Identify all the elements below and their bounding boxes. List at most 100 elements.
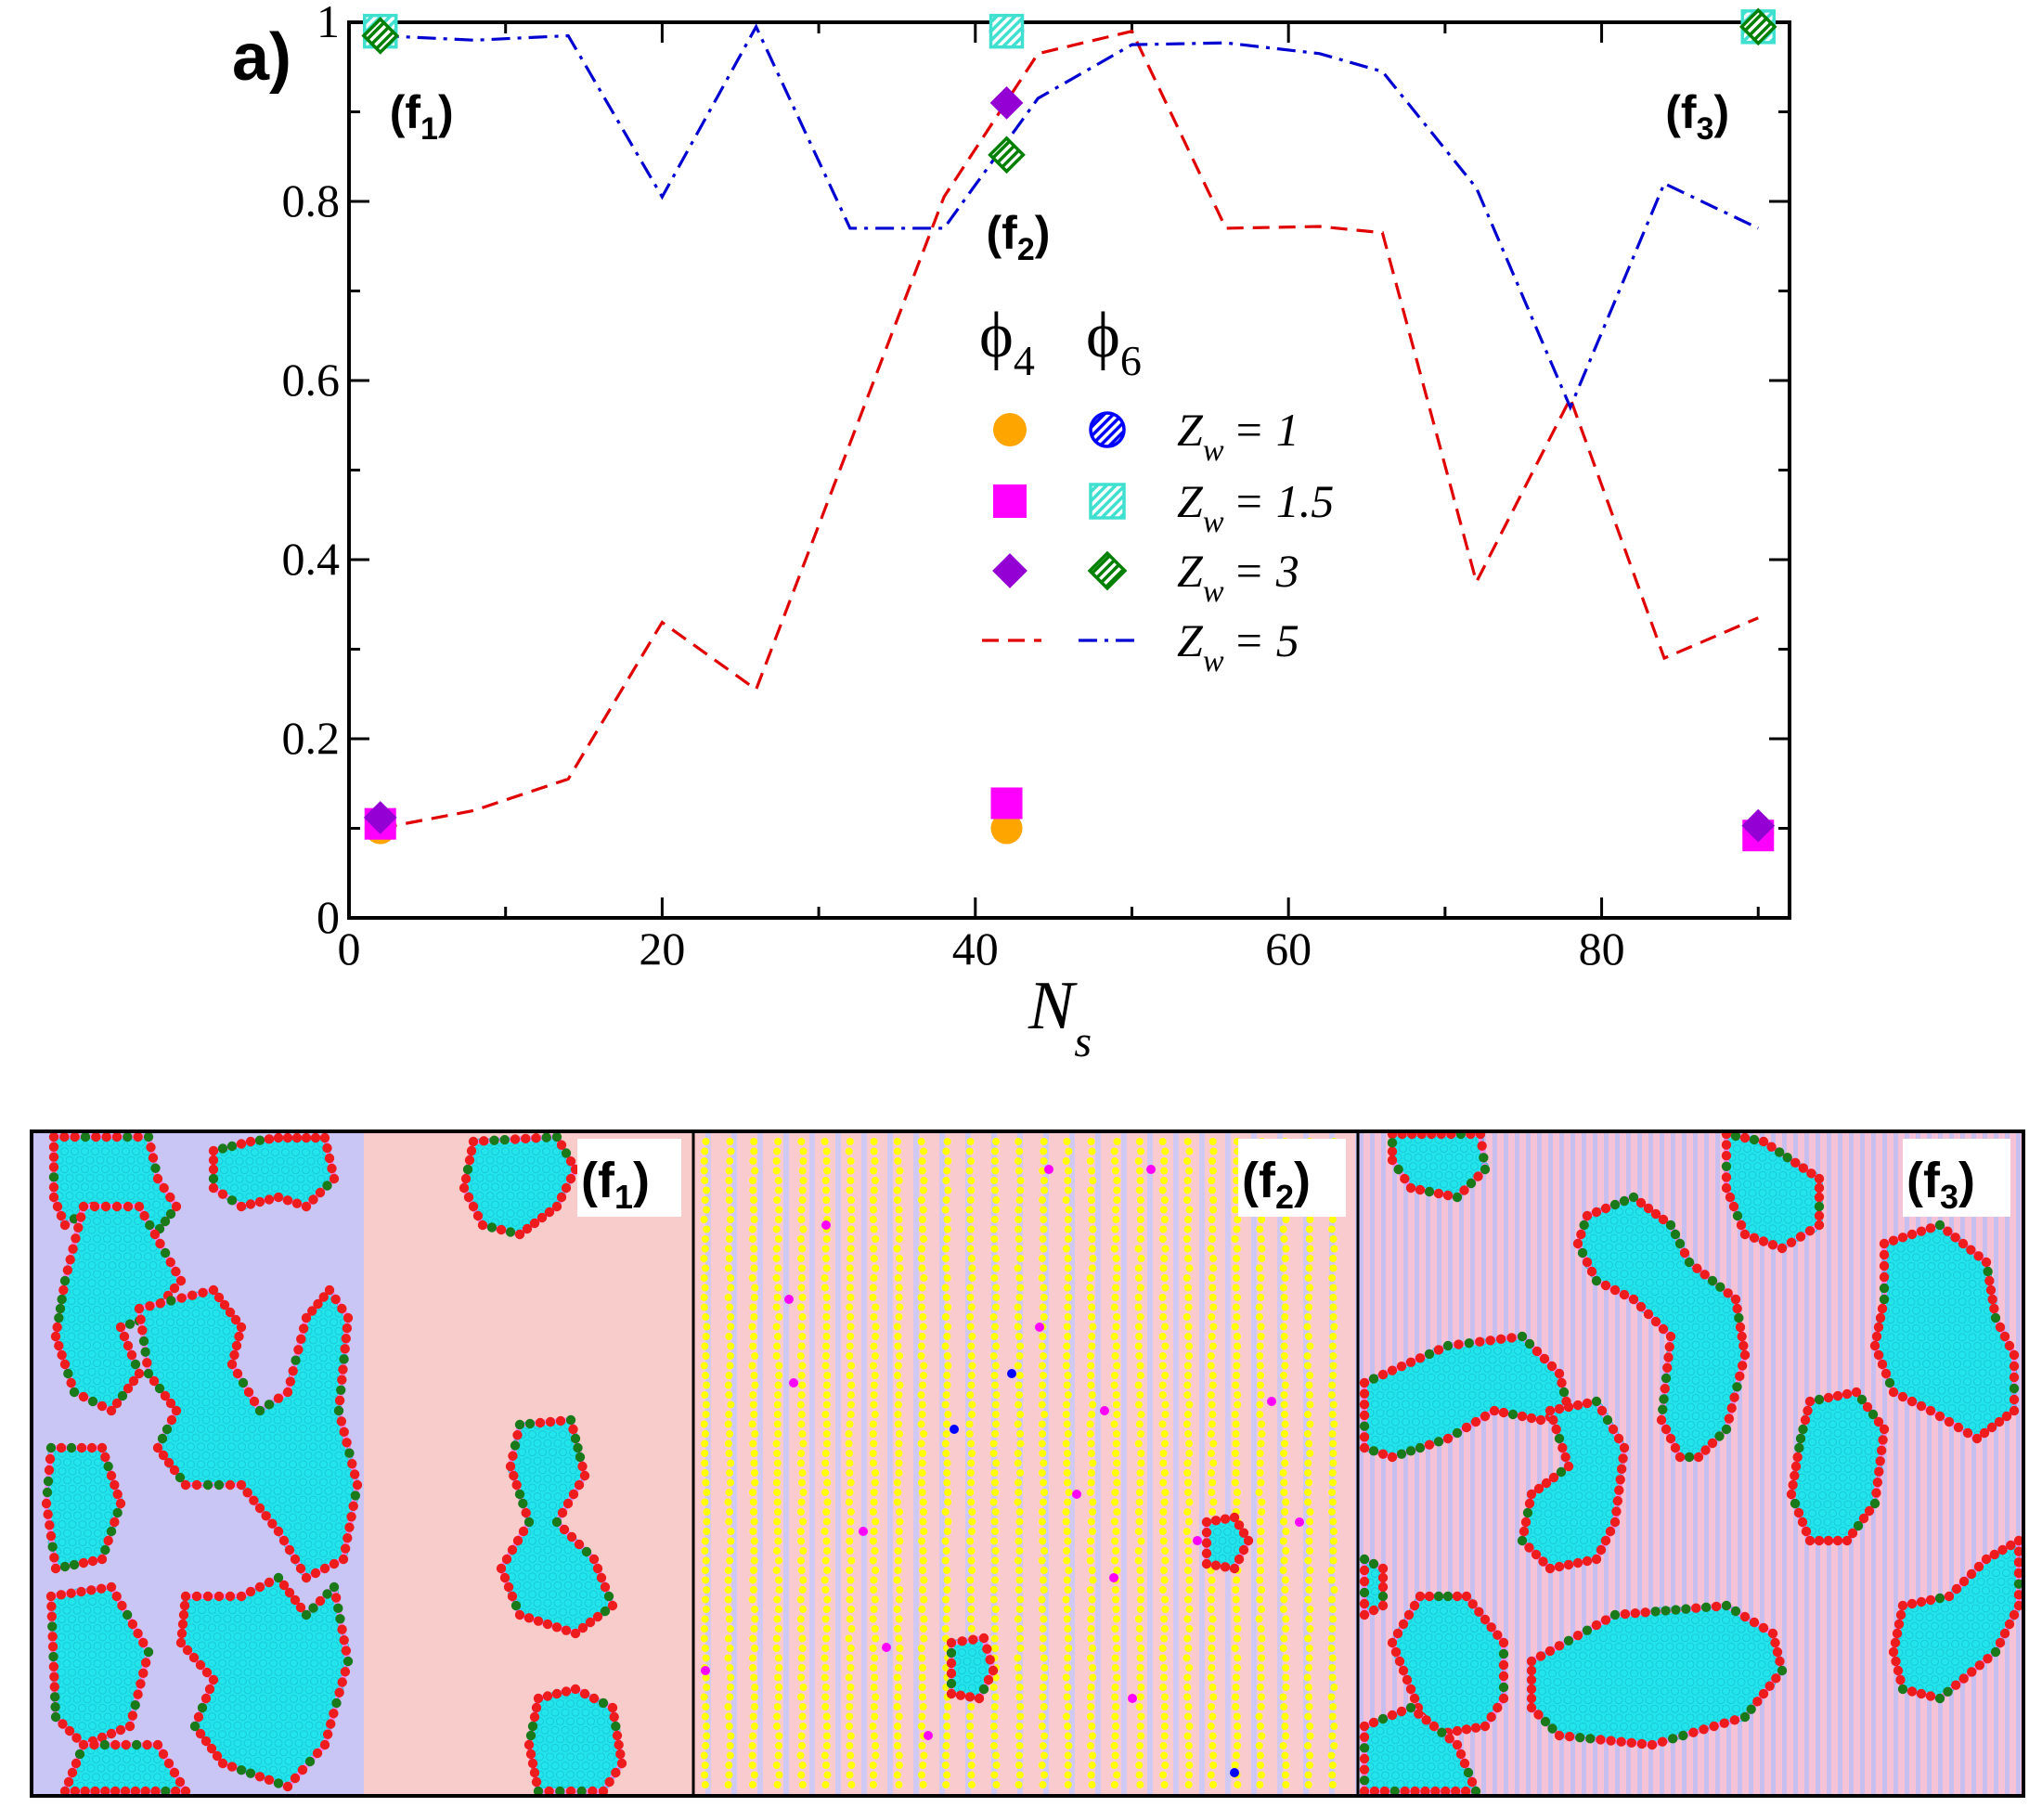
edge-dot [74,1749,85,1760]
chain-dot [748,1274,756,1282]
lattice-dot [132,1165,140,1174]
lattice-dot [1422,1400,1430,1409]
lattice-dot [252,1433,262,1442]
chain-dot [799,1439,808,1448]
lattice-dot [103,1606,112,1615]
lattice-dot [1574,1527,1583,1536]
chain-dot [847,1274,855,1282]
edge-dot [59,1275,71,1286]
cluster-f1-4 [41,1442,126,1574]
lattice-dot [290,1712,298,1722]
lattice-dot [1386,1426,1395,1436]
lattice-dot [309,1318,317,1327]
lattice-dot [283,1504,292,1514]
chain-dot [1280,1294,1288,1301]
lattice-dot [238,1442,246,1452]
lattice-dot [97,1367,107,1376]
chain-dot [895,1450,903,1457]
chain-dot [919,1693,927,1701]
lattice-dot [227,1406,236,1415]
defect-dot [821,1220,831,1230]
lattice-dot [1434,1170,1443,1180]
chain-dot [872,1567,880,1574]
edge-dot [50,1711,61,1723]
chain-dot [1304,1712,1312,1721]
chain-dot [798,1167,807,1175]
chain-dot [1158,1391,1167,1399]
lattice-dot [235,1156,244,1166]
lattice-dot [1774,1162,1782,1171]
edge-dot [570,1433,581,1444]
lattice-dot [67,1349,76,1359]
chain-dot [1159,1508,1168,1516]
chain-dot [990,1732,999,1740]
chain-dot [1087,1615,1095,1623]
edge-dot [468,1136,479,1147]
lattice-dot [1620,1216,1629,1225]
lattice-dot [242,1415,252,1425]
chain-dot [1183,1235,1191,1243]
lattice-dot [1794,1215,1803,1224]
chain-dot [726,1645,734,1652]
chain-dot [893,1245,901,1253]
chain-dot [1208,1167,1217,1175]
chain-dot [1112,1547,1120,1555]
snapshot-f1 [33,1133,692,1794]
lattice-dot [96,1173,105,1182]
edge-dot [604,1776,614,1788]
lattice-dot [132,1182,140,1192]
lattice-dot [553,1581,562,1590]
chain-dot [1015,1478,1023,1487]
chain-dot [1087,1372,1095,1379]
lattice-dot [217,1388,226,1398]
chain-dot [1113,1186,1121,1194]
lattice-dot [1712,1323,1721,1332]
chain-dot [821,1138,829,1145]
lattice-dot [522,1200,530,1209]
edge-dot [1506,1333,1517,1343]
edge-dot [339,1634,349,1646]
chain-dot [1281,1771,1289,1779]
lattice-dot [1412,1382,1420,1391]
edge-dot [1539,1353,1550,1364]
lattice-dot [249,1676,257,1685]
lattice-dot [103,1234,111,1244]
chain-dot [822,1430,831,1438]
chain-dot [1183,1274,1191,1282]
lattice-dot [77,1260,86,1270]
chain-dot [1159,1478,1168,1487]
chain-dot [847,1517,855,1526]
chain-dot [1282,1781,1290,1788]
chain-dot [1330,1586,1338,1594]
edge-dot [542,1619,553,1630]
chain-dot [702,1576,710,1584]
edge-dot [166,1296,176,1306]
chain-dot [726,1556,734,1565]
lattice-dot [1460,1162,1468,1171]
lattice-dot [123,1270,132,1279]
edge-dot [1582,1257,1593,1268]
lattice-dot [227,1388,236,1398]
chain-dot [965,1167,974,1175]
lattice-dot [549,1448,557,1457]
chain-dot [727,1528,735,1535]
chain-dot [968,1751,976,1760]
chain-dot [1328,1381,1337,1389]
lattice-dot [540,1743,549,1752]
chain-dot [1209,1147,1218,1155]
chain-dot [1256,1537,1264,1545]
chain-dot [1209,1439,1218,1448]
lattice-dot [67,1297,76,1306]
lattice-dot [72,1623,82,1633]
lattice-dot [197,1460,205,1469]
lattice-dot [299,1442,307,1452]
lattice-dot [63,1493,71,1503]
chain-dot [847,1235,855,1243]
chain-dot [797,1556,806,1565]
lattice-dot [1646,1225,1654,1234]
chain-dot [918,1606,926,1613]
lattice-dot [207,1388,215,1398]
lattice-dot [1409,1162,1417,1171]
chain-dot [966,1586,975,1594]
edge-dot [556,1192,567,1203]
